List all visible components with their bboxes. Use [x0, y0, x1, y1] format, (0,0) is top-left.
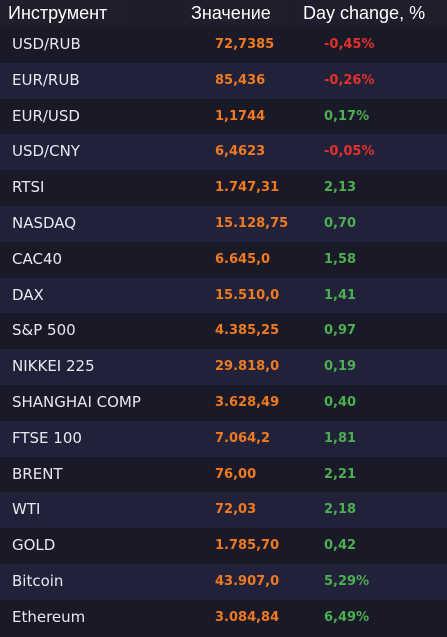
- table-row[interactable]: GOLD 1.785,70 0,42: [0, 528, 447, 564]
- instrument-value: 1,1744: [215, 108, 266, 124]
- header-value[interactable]: Значение: [184, 0, 284, 28]
- instrument-name: NIKKEI 225: [12, 357, 95, 376]
- instrument-name: GOLD: [12, 536, 56, 555]
- instrument-name: EUR/USD: [12, 106, 80, 125]
- table-row[interactable]: RTSI 1.747,31 2,13: [0, 170, 447, 206]
- instrument-value: 1.785,70: [215, 538, 280, 554]
- table-row[interactable]: EUR/RUB 85,436 -0,26%: [0, 62, 447, 99]
- instrument-value: 76,00: [215, 466, 257, 482]
- table-row[interactable]: NIKKEI 225 29.818,0 0,19: [0, 349, 447, 385]
- instrument-value: 7.064,2: [215, 430, 271, 446]
- instrument-value: 72,7385: [215, 37, 275, 52]
- header-instrument[interactable]: Инструмент: [0, 0, 124, 28]
- table-row[interactable]: NASDAQ 15.128,75 0,70: [0, 205, 447, 242]
- instrument-name: USD/CNY: [12, 142, 80, 161]
- instrument-value: 15.510,0: [215, 287, 280, 303]
- instrument-name: Bitcoin: [12, 571, 64, 590]
- day-change-value: -0,26%: [324, 72, 375, 88]
- day-change-value: 2,18: [324, 502, 357, 518]
- instrument-name: Ethereum: [12, 607, 86, 626]
- instrument-name: WTI: [12, 500, 41, 519]
- instrument-name: FTSE 100: [12, 428, 82, 447]
- instrument-value: 1.747,31: [215, 180, 280, 196]
- table-row[interactable]: EUR/USD 1,1744 0,17%: [0, 98, 447, 135]
- day-change-value: 5,29%: [324, 573, 370, 589]
- instrument-value: 85,436: [215, 72, 266, 88]
- instrument-name: BRENT: [12, 464, 63, 483]
- table-row[interactable]: USD/CNY 6,4623 -0,05%: [0, 134, 447, 171]
- instrument-name: S&P 500: [12, 321, 76, 340]
- table-row[interactable]: USD/RUB 72,7385 -0,45%: [0, 27, 447, 63]
- instrument-value: 43.907,0: [215, 573, 280, 589]
- instrument-value: 4.385,25: [215, 323, 280, 339]
- day-change-value: 0,42: [324, 538, 357, 554]
- instrument-name: NASDAQ: [12, 213, 77, 232]
- day-change-value: 1,41: [324, 287, 357, 303]
- table-row[interactable]: DAX 15.510,0 1,41: [0, 277, 447, 314]
- day-change-value: 0,17%: [324, 108, 370, 124]
- table-row[interactable]: Ethereum 3.084,84 6,49%: [0, 599, 447, 636]
- instrument-name: CAC40: [12, 249, 63, 268]
- table-row[interactable]: S&P 500 4.385,25 0,97: [0, 313, 447, 350]
- day-change-value: 1,81: [324, 430, 357, 446]
- header-day-change[interactable]: Day change, %: [296, 0, 447, 28]
- table-header: Инструмент Значение Day change, %: [0, 0, 447, 28]
- day-change-value: 6,49%: [324, 609, 370, 625]
- day-change-value: 0,40: [324, 394, 357, 410]
- table-row[interactable]: WTI 72,03 2,18: [0, 492, 447, 529]
- instrument-name: DAX: [12, 285, 44, 304]
- table-row[interactable]: BRENT 76,00 2,21: [0, 456, 447, 493]
- day-change-value: 0,70: [324, 215, 357, 231]
- day-change-value: 2,21: [324, 466, 357, 482]
- day-change-value: -0,05%: [324, 144, 375, 160]
- day-change-value: 0,19: [324, 359, 357, 375]
- day-change-value: 2,13: [324, 180, 357, 196]
- instrument-value: 72,03: [215, 502, 257, 518]
- table-row[interactable]: SHANGHAI COMP 3.628,49 0,40: [0, 384, 447, 421]
- day-change-value: 1,58: [324, 251, 357, 267]
- instrument-value: 29.818,0: [215, 359, 280, 375]
- instrument-value: 3.628,49: [215, 394, 280, 410]
- table-row[interactable]: Bitcoin 43.907,0 5,29%: [0, 563, 447, 600]
- instrument-name: USD/RUB: [12, 35, 81, 53]
- instrument-name: SHANGHAI COMP: [12, 392, 141, 411]
- instrument-name: RTSI: [12, 178, 45, 197]
- table-body: USD/RUB 72,7385 -0,45% EUR/RUB 85,436 -0,26% E…: [0, 27, 447, 636]
- table-row[interactable]: CAC40 6.645,0 1,58: [0, 241, 447, 278]
- instrument-name: EUR/RUB: [12, 70, 80, 89]
- table-row[interactable]: FTSE 100 7.064,2 1,81: [0, 420, 447, 457]
- instrument-value: 6,4623: [215, 144, 266, 160]
- day-change-value: -0,45%: [324, 37, 375, 52]
- instrument-value: 3.084,84: [215, 609, 280, 625]
- instrument-value: 6.645,0: [215, 251, 271, 267]
- day-change-value: 0,97: [324, 323, 357, 339]
- instrument-value: 15.128,75: [215, 215, 289, 231]
